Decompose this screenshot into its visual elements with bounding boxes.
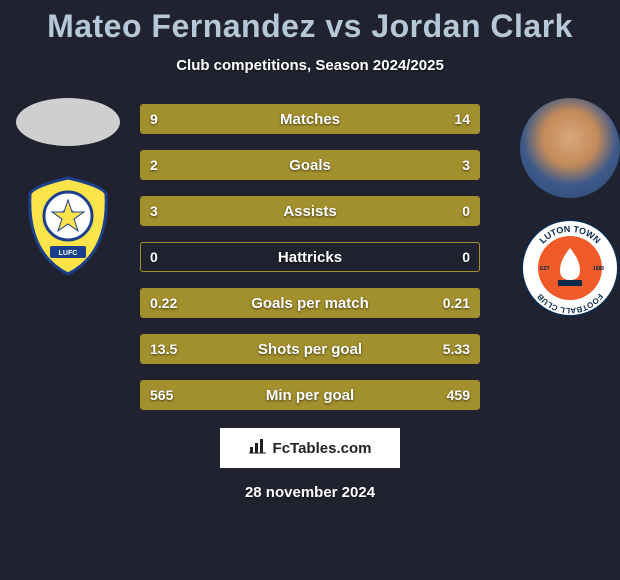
bar-track: [140, 288, 480, 318]
luton-badge-icon: LUTON TOWN FOOTBALL CLUB EST 1885: [520, 218, 620, 318]
right-player-column: LUTON TOWN FOOTBALL CLUB EST 1885: [510, 98, 620, 318]
stat-value-left: 9: [150, 104, 158, 134]
stat-row: 00Hattricks: [140, 242, 480, 272]
stats-bars: 914Matches23Goals30Assists00Hattricks0.2…: [140, 98, 480, 410]
stat-row: 30Assists: [140, 196, 480, 226]
left-player-column: LUFC: [8, 98, 128, 276]
stat-value-left: 0: [150, 242, 158, 272]
bar-track: [140, 150, 480, 180]
stat-value-left: 565: [150, 380, 173, 410]
stat-value-right: 14: [454, 104, 470, 134]
comparison-panel: LUFC LUTON TOWN FOOTBALL CLUB EST 1885 9…: [0, 98, 620, 410]
leeds-badge-icon: LUFC: [26, 176, 110, 276]
bar-left: [141, 151, 276, 179]
stat-row: 565459Min per goal: [140, 380, 480, 410]
stat-value-right: 459: [447, 380, 470, 410]
club-badge-left: LUFC: [26, 176, 110, 276]
bar-left: [141, 197, 479, 225]
svg-text:1885: 1885: [593, 266, 604, 272]
bar-track: [140, 196, 480, 226]
club-badge-right: LUTON TOWN FOOTBALL CLUB EST 1885: [520, 218, 620, 318]
svg-text:LUFC: LUFC: [59, 250, 78, 257]
bar-right: [276, 151, 479, 179]
stat-value-left: 2: [150, 150, 158, 180]
stat-row: 914Matches: [140, 104, 480, 134]
brand-box: FcTables.com: [220, 428, 400, 468]
bar-track: [140, 242, 480, 272]
chart-icon: [249, 438, 267, 458]
brand-text: FcTables.com: [273, 440, 372, 457]
stat-row: 0.220.21Goals per match: [140, 288, 480, 318]
bar-track: [140, 380, 480, 410]
player-photo-left: [16, 98, 120, 146]
stat-value-right: 3: [462, 150, 470, 180]
stat-value-left: 0.22: [150, 288, 177, 318]
bar-left: [141, 335, 384, 363]
bar-left: [141, 105, 273, 133]
bar-track: [140, 334, 480, 364]
stat-value-right: 0: [462, 196, 470, 226]
stat-value-right: 5.33: [443, 334, 470, 364]
stat-value-right: 0.21: [443, 288, 470, 318]
bar-right: [273, 105, 479, 133]
footer-date: 28 november 2024: [0, 484, 620, 501]
svg-text:EST: EST: [540, 266, 550, 272]
stat-value-left: 3: [150, 196, 158, 226]
stat-row: 13.55.33Shots per goal: [140, 334, 480, 364]
stat-value-right: 0: [462, 242, 470, 272]
bar-track: [140, 104, 480, 134]
stat-row: 23Goals: [140, 150, 480, 180]
stat-value-left: 13.5: [150, 334, 177, 364]
page-title: Mateo Fernandez vs Jordan Clark: [0, 0, 620, 45]
player-photo-right: [520, 98, 620, 198]
page-subtitle: Club competitions, Season 2024/2025: [0, 57, 620, 74]
